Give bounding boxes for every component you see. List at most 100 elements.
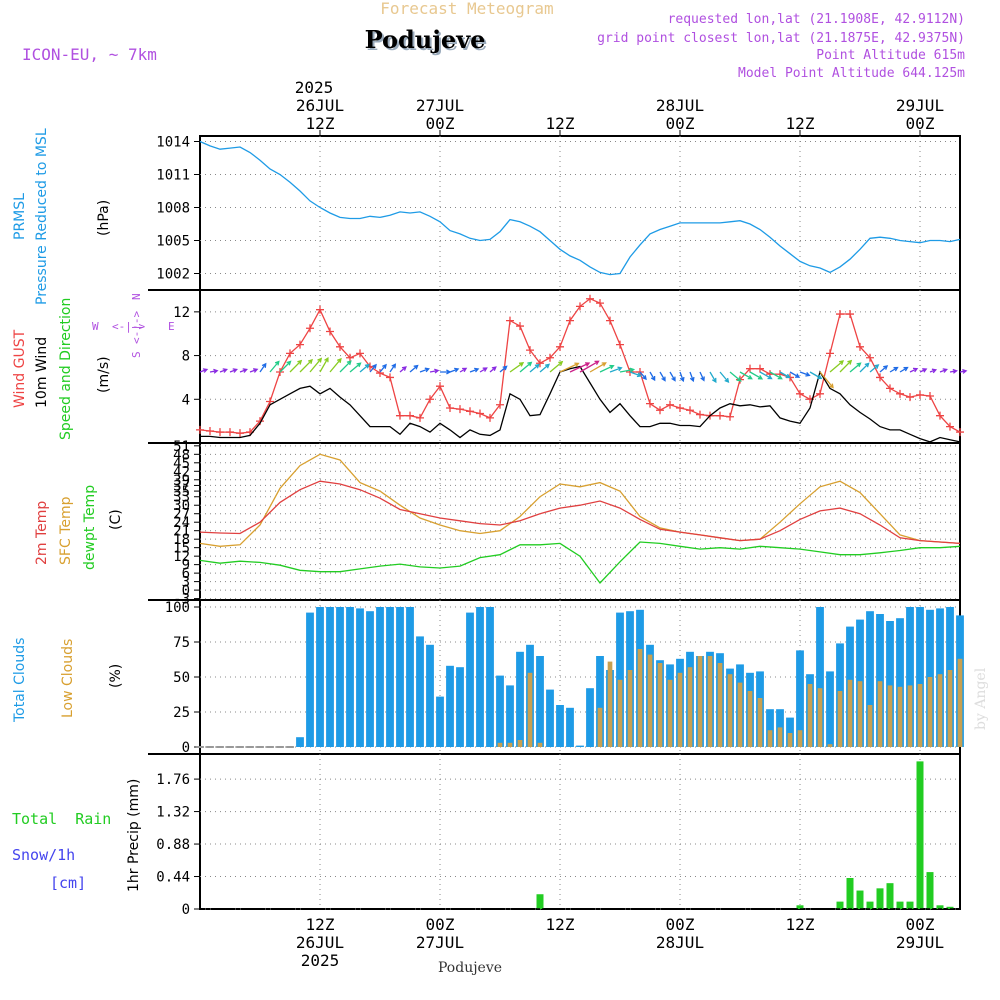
rain-bar: [946, 906, 954, 909]
bottom-time-label: 29JUL: [896, 933, 944, 952]
cloud-label-1: Total Clouds: [12, 638, 28, 723]
gust-marker: [226, 428, 234, 437]
top-date-label: 27JUL: [416, 96, 464, 115]
temp-unit: (C): [108, 509, 124, 530]
gust-marker: [426, 395, 434, 404]
gust-marker: [206, 426, 214, 435]
wind-arrow: [579, 360, 600, 373]
total-cloud-bar: [566, 707, 574, 747]
low-cloud-bar: [947, 670, 953, 747]
total-cloud-bar: [386, 607, 394, 747]
gust-marker: [946, 422, 954, 431]
gust-marker: [396, 411, 404, 420]
temp-label-1: 2m Temp: [34, 501, 50, 565]
gust-marker: [606, 316, 614, 325]
bottom-time-label: 26JUL: [296, 933, 344, 952]
precip-labels: Total Rain Snow/1h [cm] 1hr Precip (mm): [12, 779, 142, 892]
wind-arrow: [679, 371, 685, 383]
bottom-time-label: 00Z: [666, 915, 695, 934]
gust-marker: [836, 310, 844, 319]
gust-marker: [696, 410, 704, 419]
gust-marker: [416, 413, 424, 422]
cloud-unit: (%): [108, 664, 124, 688]
gust-marker: [886, 384, 894, 393]
temp-label-2: SFC Temp: [58, 496, 74, 565]
wind-arrow: [809, 371, 823, 380]
pressure-line: [199, 140, 961, 276]
bottom-caption: Podujeve: [438, 960, 502, 976]
wind-arrow: [669, 371, 676, 382]
gust-marker: [596, 299, 604, 308]
wind-arrow: [819, 371, 834, 389]
wind-arrow: [889, 366, 899, 373]
wind-arrow: [749, 371, 764, 380]
low-cloud-bar: [867, 705, 873, 747]
gust-marker: [866, 353, 874, 362]
temp2m-line: [199, 480, 961, 545]
dewpt-line: [199, 541, 961, 585]
y-tick-label: 0: [182, 902, 190, 918]
gust-marker: [796, 389, 804, 398]
wind-arrow: [389, 363, 397, 373]
gust-marker: [856, 342, 864, 351]
total-cloud-bar: [306, 612, 314, 747]
panel-frame: [199, 753, 961, 910]
wind-arrow: [649, 371, 656, 382]
y-tick-label: 3: [182, 575, 190, 591]
low-cloud-bar: [697, 656, 703, 747]
gust-marker: [466, 407, 474, 416]
y-tick-label: 39: [173, 473, 190, 489]
compass-w: W: [92, 320, 99, 333]
low-cloud-bar: [827, 744, 833, 747]
gust-marker: [386, 373, 394, 382]
wind-label-2: 10m Wind: [34, 337, 50, 408]
low-cloud-bar: [767, 730, 773, 747]
wind-arrow: [479, 367, 488, 373]
wind-arrow: [229, 368, 238, 373]
y-tick-label: 50: [173, 670, 190, 686]
gust-marker: [356, 349, 364, 358]
wind-arrow: [949, 368, 958, 374]
gust-marker: [826, 349, 834, 358]
bottom-time-label: 2025: [301, 951, 340, 970]
gust-marker: [756, 364, 764, 373]
compass-h-arrows: <-|->: [112, 320, 145, 333]
model-altitude: Model Point Altitude 644.125m: [738, 66, 965, 81]
total-cloud-bar: [796, 650, 804, 747]
total-cloud-bar: [396, 607, 404, 747]
wind-arrow: [559, 362, 580, 373]
y-tick-label: 12: [173, 549, 190, 565]
low-cloud-bar: [657, 663, 663, 747]
wind-arrow: [359, 363, 370, 373]
y-tick-label: 1008: [156, 201, 190, 217]
low-cloud-bar: [737, 682, 743, 747]
low-cloud-bar: [897, 686, 903, 747]
gust-marker: [716, 411, 724, 420]
y-tick-label: 35: [173, 484, 190, 500]
wind-arrow: [929, 368, 938, 374]
gust-marker: [576, 302, 584, 311]
wind-arrow: [779, 371, 791, 379]
total-cloud-bar: [876, 614, 884, 747]
wind-arrow: [799, 371, 811, 377]
wind-arrow: [519, 361, 533, 373]
total-cloud-bar: [546, 689, 554, 747]
wind-arrow: [859, 362, 870, 373]
gust-marker: [216, 428, 224, 437]
rain-bar: [936, 905, 944, 909]
gust-marker: [546, 353, 554, 362]
wind-label-3: Speed and Direction: [58, 298, 74, 440]
top-hour-label: 12Z: [786, 114, 815, 133]
total-cloud-bar: [416, 636, 424, 747]
forecast-title: Forecast Meteogram: [380, 0, 553, 18]
bottom-time-label: 00Z: [906, 915, 935, 934]
gust-marker: [746, 364, 754, 373]
wind-arrow: [539, 363, 551, 373]
low-cloud-bar: [717, 663, 723, 747]
top-hour-label: 00Z: [426, 114, 455, 133]
low-cloud-bar: [847, 679, 853, 747]
gust-marker: [676, 404, 684, 413]
cloud-label-2: Low Clouds: [60, 639, 76, 718]
